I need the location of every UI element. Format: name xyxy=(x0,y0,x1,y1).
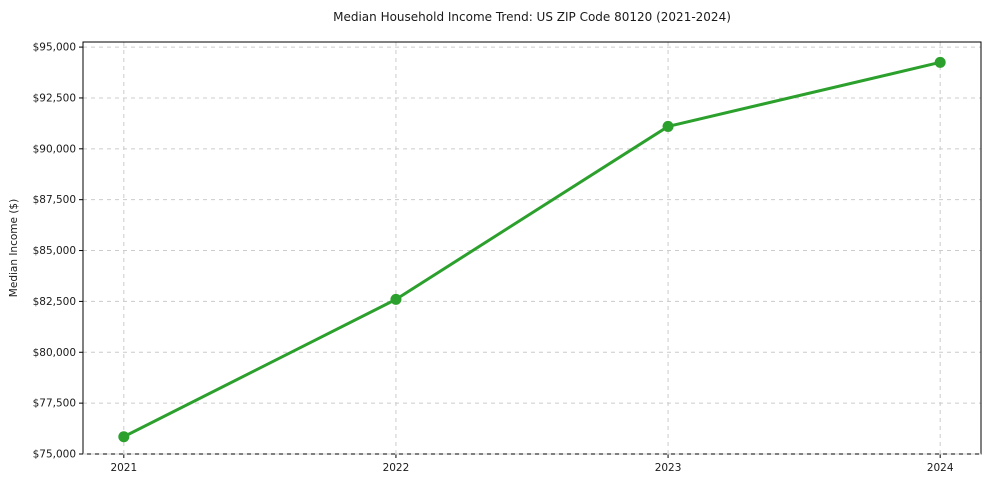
data-point-2024 xyxy=(934,56,946,68)
data-point-2023 xyxy=(662,120,674,132)
chart-title: Median Household Income Trend: US ZIP Co… xyxy=(333,10,731,24)
data-point-2021 xyxy=(118,431,130,443)
x-tick-label: 2022 xyxy=(383,462,410,474)
x-tick-label: 2024 xyxy=(927,462,954,474)
y-tick-label: $95,000 xyxy=(33,42,76,54)
y-tick-label: $77,500 xyxy=(33,398,76,410)
y-tick-label: $82,500 xyxy=(33,296,76,308)
axis-ticks-group xyxy=(79,46,941,458)
x-tick-label: 2021 xyxy=(110,462,137,474)
y-tick-label: $75,000 xyxy=(33,449,76,461)
plot-border xyxy=(82,41,982,455)
series-group xyxy=(83,56,981,455)
y-tick-label: $85,000 xyxy=(33,245,76,257)
y-tick-label: $87,500 xyxy=(33,194,76,206)
income-trend-line xyxy=(122,60,942,439)
y-tick-label: $92,500 xyxy=(33,92,76,104)
y-tick-label: $80,000 xyxy=(33,347,76,359)
axis-tick-labels-group: $75,000 $77,500 $80,000 $82,500 $85,000 $87,5… xyxy=(33,42,954,474)
x-tick-label: 2023 xyxy=(655,462,682,474)
y-tick-label: $90,000 xyxy=(33,143,76,155)
gridlines-group xyxy=(83,42,981,455)
y-axis-label: Median Income ($) xyxy=(8,199,20,297)
data-point-2022 xyxy=(390,293,402,305)
